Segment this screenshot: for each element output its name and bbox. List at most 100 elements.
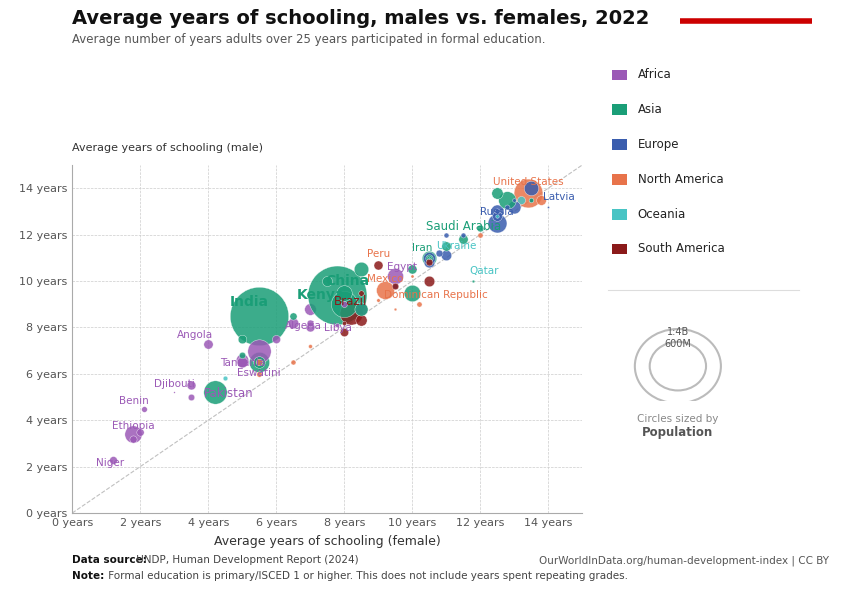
Text: Pakistan: Pakistan	[204, 388, 253, 400]
Text: in Data: in Data	[724, 49, 767, 59]
Text: 1:4B: 1:4B	[666, 326, 689, 337]
Point	[252, 369, 266, 379]
Point	[218, 374, 232, 383]
Point	[337, 327, 351, 337]
Point	[514, 195, 528, 205]
Text: Qatar: Qatar	[469, 266, 498, 277]
Point	[524, 184, 538, 193]
Point	[184, 380, 198, 390]
Point	[422, 276, 436, 286]
Point	[388, 281, 402, 290]
Point	[388, 272, 402, 281]
Point	[252, 358, 266, 367]
Point	[524, 195, 538, 205]
Point	[303, 341, 317, 351]
Point	[507, 202, 521, 212]
Text: Niger: Niger	[95, 458, 124, 468]
Point	[422, 253, 436, 263]
Point	[303, 318, 317, 328]
Point	[235, 350, 249, 360]
Point	[286, 358, 300, 367]
Point	[235, 355, 249, 365]
Text: Average years of schooling, males vs. females, 2022: Average years of schooling, males vs. fe…	[72, 9, 649, 28]
Point	[473, 230, 487, 239]
Point	[422, 253, 436, 263]
Point	[422, 257, 436, 267]
Text: Population: Population	[643, 425, 713, 439]
Point	[354, 288, 368, 298]
Point	[252, 358, 266, 367]
Text: OurWorldInData.org/human-development-index | CC BY: OurWorldInData.org/human-development-ind…	[539, 555, 829, 565]
Text: Oceania: Oceania	[638, 208, 686, 221]
Point	[388, 304, 402, 314]
Point	[541, 202, 555, 212]
Point	[184, 392, 198, 402]
Point	[320, 276, 334, 286]
Text: Circles sized by: Circles sized by	[638, 414, 718, 424]
Text: Data source:: Data source:	[72, 555, 147, 565]
Point	[127, 430, 140, 439]
Point	[235, 358, 249, 367]
Text: Benin: Benin	[118, 396, 148, 406]
Point	[405, 288, 419, 298]
Text: Tanzania: Tanzania	[219, 358, 265, 368]
Text: Note:: Note:	[72, 571, 105, 581]
Point	[235, 334, 249, 344]
Point	[490, 211, 504, 221]
Point	[490, 188, 504, 197]
Point	[331, 290, 344, 300]
Text: Latvia: Latvia	[542, 192, 575, 202]
Point	[507, 195, 521, 205]
Point	[337, 299, 351, 309]
Text: Saudi Arabia: Saudi Arabia	[426, 220, 501, 233]
Point	[490, 206, 504, 216]
Point	[490, 211, 504, 221]
Point	[422, 253, 436, 263]
Point	[405, 272, 419, 281]
Text: Average number of years adults over 25 years participated in formal education.: Average number of years adults over 25 y…	[72, 33, 546, 46]
Point	[252, 358, 266, 367]
Point	[337, 318, 351, 328]
Text: Ukraine: Ukraine	[436, 241, 477, 251]
Point	[344, 308, 358, 318]
Text: Algeria: Algeria	[285, 321, 322, 331]
Point	[371, 295, 385, 304]
Point	[535, 195, 548, 205]
Point	[439, 230, 453, 239]
Point	[354, 265, 368, 274]
Point	[439, 241, 453, 251]
Point	[127, 434, 140, 443]
Text: Eswatini: Eswatini	[237, 368, 281, 379]
Point	[354, 304, 368, 314]
Text: Ethiopia: Ethiopia	[112, 421, 155, 431]
Point	[269, 334, 283, 344]
Text: Dominican Republic: Dominican Republic	[384, 290, 488, 299]
Point	[201, 339, 215, 349]
Point	[388, 281, 402, 290]
Text: Europe: Europe	[638, 138, 679, 151]
Text: United States: United States	[492, 177, 564, 187]
Point	[524, 195, 538, 205]
Text: UNDP, Human Development Report (2024): UNDP, Human Development Report (2024)	[133, 555, 359, 565]
Text: Kenya: Kenya	[297, 288, 344, 302]
Text: Libya: Libya	[324, 323, 351, 333]
Point	[456, 235, 470, 244]
Text: China: China	[326, 274, 370, 288]
Text: Africa: Africa	[638, 68, 672, 82]
Point	[286, 311, 300, 320]
Point	[405, 265, 419, 274]
Text: India: India	[230, 295, 269, 309]
Point	[456, 230, 470, 239]
Point	[303, 323, 317, 332]
Text: Djibouti: Djibouti	[154, 379, 195, 389]
X-axis label: Average years of schooling (female): Average years of schooling (female)	[214, 535, 440, 548]
Point	[354, 304, 368, 314]
Text: South America: South America	[638, 242, 724, 256]
Point	[422, 257, 436, 267]
Point	[490, 218, 504, 228]
Point	[433, 248, 446, 258]
Point	[137, 404, 150, 413]
Point	[208, 388, 222, 397]
Point	[521, 188, 535, 197]
Text: Egypt: Egypt	[387, 262, 417, 272]
